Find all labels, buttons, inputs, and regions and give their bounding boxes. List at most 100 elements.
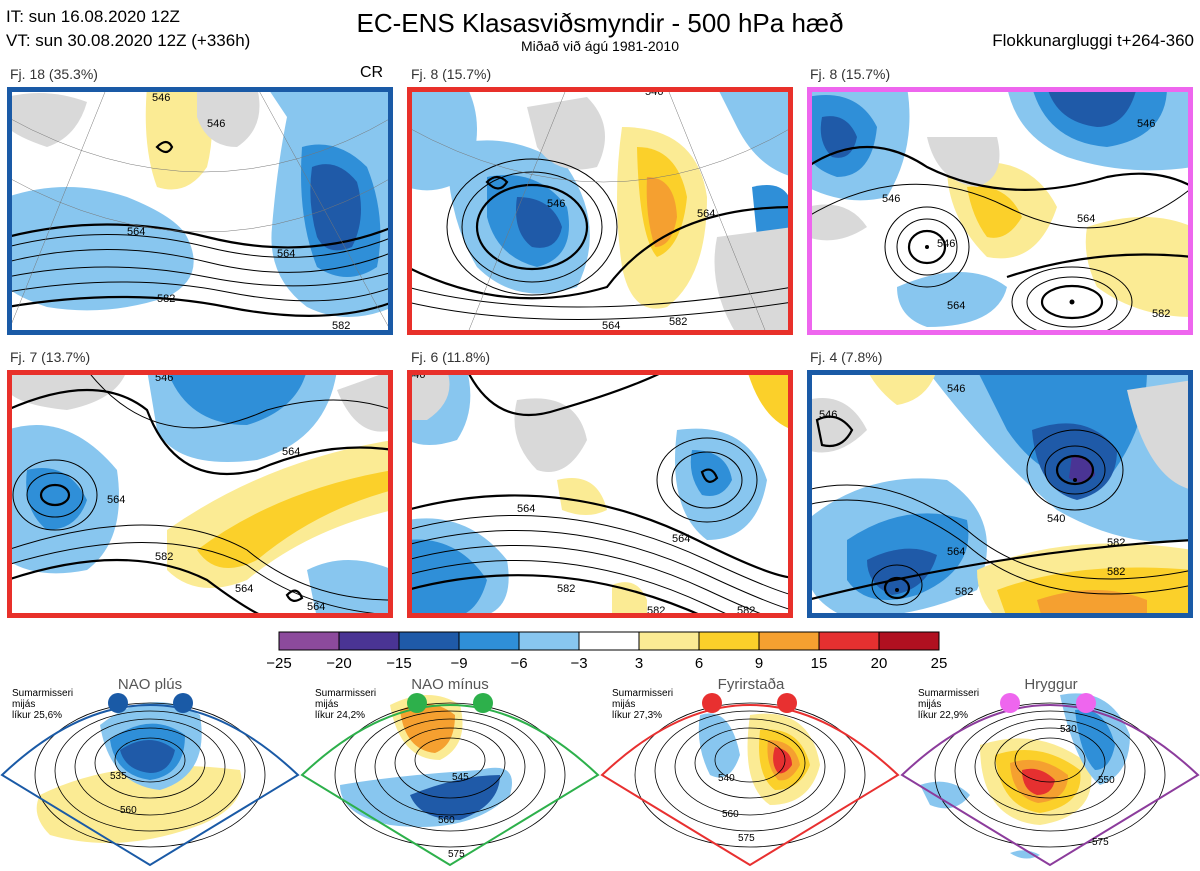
contour-label: 582 xyxy=(647,605,665,617)
contour-label: 564 xyxy=(697,208,715,220)
cr-marker: CR xyxy=(360,64,384,81)
note-line: mijás xyxy=(612,699,636,710)
colorbar-tick-label: 9 xyxy=(754,655,764,672)
contour-label: 546 xyxy=(947,383,965,395)
note-line: líkur 24,2% xyxy=(315,710,366,721)
colorbar-tick-label: 20 xyxy=(870,655,888,672)
colorbar-swatch xyxy=(698,631,760,651)
colorbar-tick-label: −15 xyxy=(386,655,412,672)
regime-note-ridge: Sumarmisseri mijás líkur 22,9% xyxy=(918,688,979,721)
cluster-label-5: Fj. 6 (11.8%) xyxy=(411,349,491,365)
note-line: Sumarmisseri xyxy=(612,688,674,699)
contour-label: 546 xyxy=(152,92,170,104)
contour-label: 546 xyxy=(645,87,663,98)
contour-label: 582 xyxy=(1107,566,1125,578)
contour-label: 575 xyxy=(738,833,755,844)
regime-map-blocking: 540 560 575 xyxy=(600,702,900,867)
regime-map-nao-plus: 535 560 xyxy=(0,702,300,867)
cluster-label-3: Fj. 8 (15.7%) xyxy=(810,66,891,82)
note-line: mijás xyxy=(12,699,36,710)
colorbar-tick-label: −20 xyxy=(326,655,352,672)
regime-dots xyxy=(108,693,1096,713)
note-line: Sumarmisseri xyxy=(315,688,377,699)
colorbar-tick-label: −6 xyxy=(510,655,528,672)
contour-label: 564 xyxy=(277,248,295,260)
contour-label: 564 xyxy=(127,226,145,238)
contour-label: 546 xyxy=(547,198,565,210)
classification-window: Flokkunargluggi t+264-360 xyxy=(992,31,1194,50)
cluster-map-4: 546 564 564 582 564 564 xyxy=(7,370,393,618)
contour-label: 575 xyxy=(1092,837,1109,848)
colorbar-tick-label: −3 xyxy=(570,655,588,672)
regime-map-ridge: 530 550 575 xyxy=(900,693,1200,867)
contour-label: 540 xyxy=(1047,513,1065,525)
regime-dot xyxy=(1076,693,1096,713)
regime-name-blocking: Fyrirstaða xyxy=(717,676,785,693)
contour-label: 564 xyxy=(947,300,965,312)
colorbar-swatch xyxy=(398,631,460,651)
regime-dot xyxy=(702,693,722,713)
contour-label: 545 xyxy=(452,772,469,783)
colorbar-swatch xyxy=(818,631,880,651)
contour-label: 582 xyxy=(155,551,173,563)
regime-map-nao-minus: 545 560 575 xyxy=(300,695,600,867)
contour-label: 546 xyxy=(882,193,900,205)
contour-label: 564 xyxy=(947,546,965,558)
contour-label: 546 xyxy=(155,372,173,384)
colorbar-tick-label: 6 xyxy=(694,655,704,672)
contour-label: 564 xyxy=(235,583,253,595)
cluster-map-2: 546 546 564 564 582 xyxy=(407,87,793,335)
contour-label: 540 xyxy=(718,773,735,784)
cluster-map-1: 546 546 564 564 582 582 xyxy=(7,87,393,335)
colorbar-swatch xyxy=(578,631,640,651)
contour-label: 582 xyxy=(157,293,175,305)
regime-note-nao-plus: Sumarmisseri mijás líkur 25,6% xyxy=(12,688,73,721)
cluster-label-1: Fj. 18 (35.3%) xyxy=(10,66,98,82)
colorbar-swatch xyxy=(518,631,580,651)
cluster-label-6: Fj. 4 (7.8%) xyxy=(810,349,883,365)
note-line: líkur 22,9% xyxy=(918,710,969,721)
contour-label: 550 xyxy=(1098,775,1115,786)
contour-label: 582 xyxy=(557,583,575,595)
page-subtitle: Miðað við ágú 1981-2010 xyxy=(520,38,679,54)
contour-label: 560 xyxy=(438,815,455,826)
colorbar-tick-label: −25 xyxy=(266,655,292,672)
contour-label: 582 xyxy=(1152,308,1170,320)
note-line: Sumarmisseri xyxy=(918,688,980,699)
contour-label: 582 xyxy=(669,316,687,328)
valid-time: VT: sun 30.08.2020 12Z (+336h) xyxy=(6,31,251,50)
note-line: líkur 25,6% xyxy=(12,710,63,721)
contour-label: 582 xyxy=(332,320,350,332)
colorbar-swatch xyxy=(338,631,400,651)
colorbar xyxy=(278,631,940,651)
init-time: IT: sun 16.08.2020 12Z xyxy=(6,7,180,26)
colorbar-tick-label: 25 xyxy=(930,655,948,672)
contour-label: 582 xyxy=(737,605,755,617)
regime-dot xyxy=(108,693,128,713)
cluster-map-6: 546 546 540 564 582 582 582 xyxy=(807,370,1193,618)
contour-label: 575 xyxy=(448,849,465,860)
contour-label: 530 xyxy=(1060,724,1077,735)
contour-label: 546 xyxy=(1137,118,1155,130)
regime-dot xyxy=(407,693,427,713)
regime-dot xyxy=(1000,693,1020,713)
contour-label: 546 xyxy=(819,409,837,421)
note-line: mijás xyxy=(918,699,942,710)
cluster-label-2: Fj. 8 (15.7%) xyxy=(411,66,492,82)
regime-dot xyxy=(777,693,797,713)
note-line: líkur 27,3% xyxy=(612,710,663,721)
contour-label: 560 xyxy=(722,809,739,820)
note-line: Sumarmisseri xyxy=(12,688,74,699)
contour-label: 564 xyxy=(107,494,125,506)
regime-dot xyxy=(173,693,193,713)
regime-name-nao-plus: NAO plús xyxy=(117,676,183,693)
colorbar-swatch xyxy=(878,631,940,651)
colorbar-swatch xyxy=(758,631,820,651)
cluster-map-3: 546 546 564 564 582 546 xyxy=(807,87,1193,335)
colorbar-tick-label: 15 xyxy=(810,655,828,672)
contour-label: 564 xyxy=(672,533,690,545)
contour-label: 564 xyxy=(307,601,325,613)
cluster-map-5: 546 564 564 582 582 582 xyxy=(407,370,793,618)
colorbar-tick-label: −9 xyxy=(450,655,468,672)
contour-label: 560 xyxy=(120,805,137,816)
